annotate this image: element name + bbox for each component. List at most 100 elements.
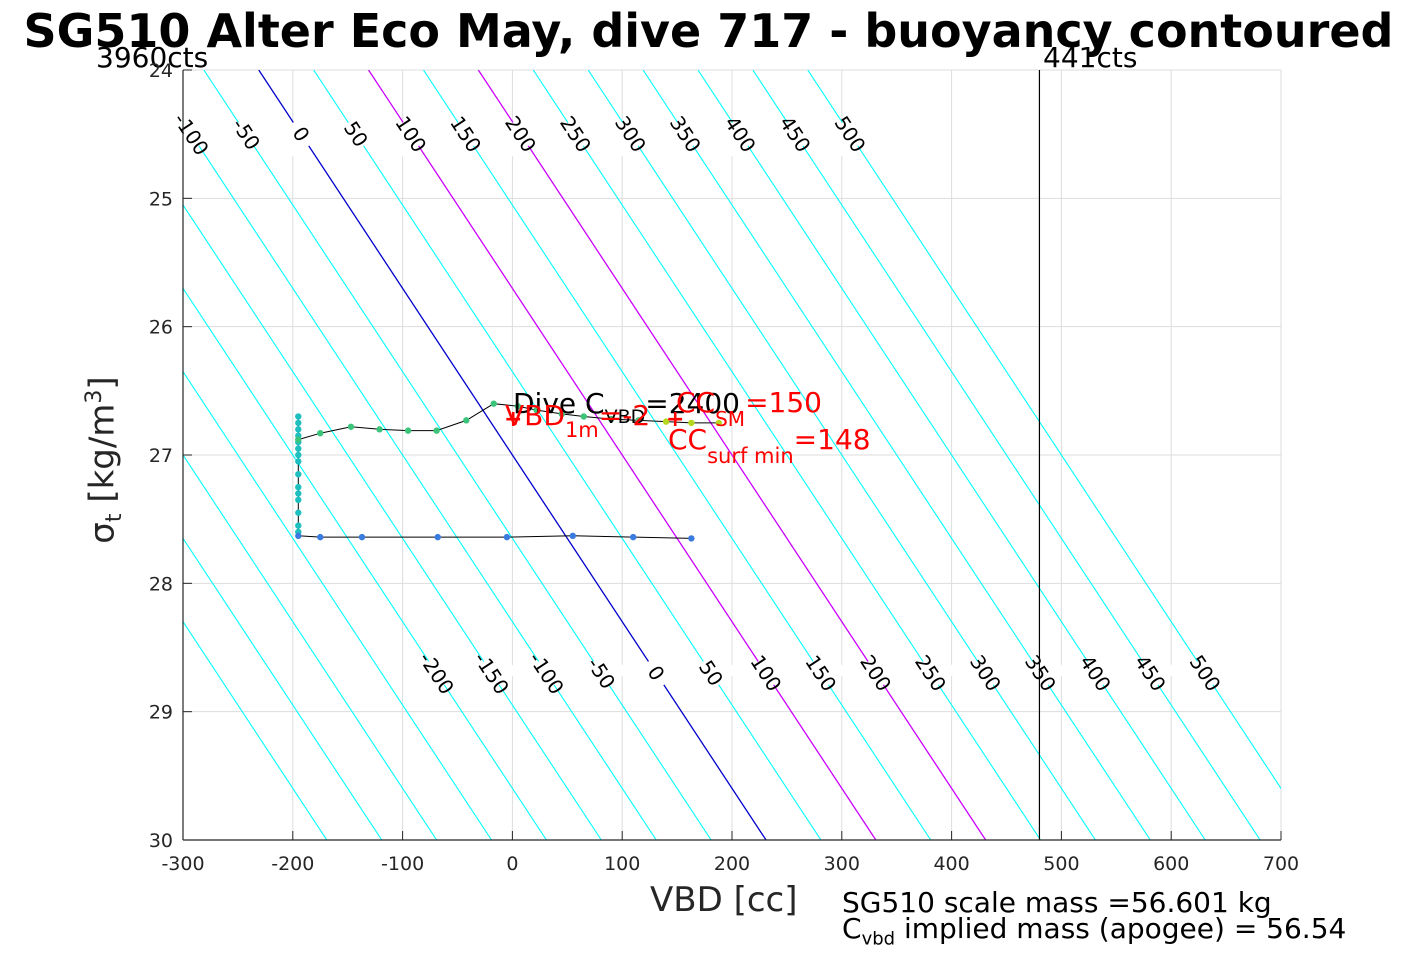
shallow-track-point	[514, 403, 522, 410]
deep-track-point	[295, 532, 302, 540]
contour-line-200	[477, 70, 987, 840]
contour-label-top-50-bg	[329, 110, 383, 158]
contour-label-top-100-bg	[384, 110, 437, 158]
deep-track-point	[317, 533, 324, 541]
contour-label-bottom--150-bg	[465, 649, 518, 697]
upper-track-point	[295, 490, 302, 497]
contour-label-top-400-bg	[714, 110, 767, 158]
x-tick-label: 500	[1043, 853, 1079, 875]
contour-line--100	[183, 120, 657, 840]
vbd-1m-marker: +	[504, 407, 522, 432]
deep-track-point	[629, 533, 637, 541]
contour-line-250	[532, 70, 1041, 840]
upper-track-point	[295, 451, 302, 459]
deep-track-point	[503, 533, 511, 541]
y-tick-label: 27	[149, 445, 173, 467]
upper-track-point	[295, 458, 302, 465]
axes-layer: -300 -200 -100 0 100 200 300 400 500 600 700 24 25 26…	[149, 60, 1299, 875]
contour-label-top-350-bg	[659, 110, 712, 158]
shallow-track-point	[490, 400, 497, 407]
scale-mass-footer: SG510 scale mass =56.601 kg	[842, 886, 1272, 919]
shallow-track-point	[347, 423, 355, 430]
shallow-track-point	[688, 419, 695, 427]
upper-track-point	[295, 483, 302, 491]
shallow-track-point	[404, 427, 412, 434]
shallow-track-point	[463, 417, 470, 424]
y-tick-label: 24	[149, 60, 173, 82]
shallow-track-point	[608, 415, 615, 423]
shallow-track-point	[295, 436, 302, 443]
contour-label-bottom--100-bg	[520, 649, 573, 697]
x-tick-label: -300	[161, 853, 204, 875]
top-right-count-annotation: 441cts	[1043, 41, 1138, 74]
contour-label-bottom-250-bg	[904, 649, 957, 697]
contour-line-400	[697, 70, 1206, 840]
upper-track-point	[295, 413, 302, 420]
shallow-track-point	[558, 410, 566, 418]
contour-label-bottom-100-bg	[739, 649, 793, 697]
contour-line--150	[183, 204, 602, 840]
cc-sm-annotation: CCSM=150	[676, 386, 822, 431]
cc-surf-min-annotation: CCsurf min=148	[668, 423, 871, 468]
contour-label-bottom-400-bg	[1069, 649, 1122, 697]
contour-line--200	[183, 287, 547, 840]
contour-label-top-150-bg	[439, 110, 492, 158]
x-tick-label: 700	[1263, 853, 1299, 875]
contour-line--300	[183, 454, 438, 840]
y-axis-label: σt [kg/m3]	[81, 376, 128, 544]
implied-mass-footer: Cvbd implied mass (apogee) = 56.54	[842, 912, 1347, 950]
contour-label-top-200-bg	[494, 110, 547, 158]
contour-line--250	[183, 370, 492, 840]
contour-label-bottom-200-bg	[849, 649, 902, 697]
x-tick-label: 200	[714, 853, 750, 875]
contour-label-bottom-50-bg	[684, 649, 738, 697]
contour-line-450	[752, 70, 1261, 840]
contour-label-bottom--50-bg	[575, 649, 628, 697]
x-tick-label: 600	[1153, 853, 1189, 875]
top-left-count-annotation: 3960cts	[96, 41, 209, 74]
contour-label-bottom-150-bg	[794, 649, 847, 697]
vbd-1m-annotation: VBD1m=-2	[505, 399, 650, 442]
contour-label-top-300-bg	[604, 110, 657, 158]
contour-label-bottom-350-bg	[1014, 649, 1067, 697]
annotation-layer: Dive CVBD=2400 VBD1m=-2 CCSM=150 CCsurf …	[504, 386, 871, 468]
contour-label-top--50-bg	[220, 110, 273, 158]
upper-track-point	[295, 419, 302, 427]
upper-track-point	[295, 496, 302, 504]
shallow-track-point	[433, 427, 440, 434]
deep-track-point	[688, 535, 695, 542]
upper-track-point	[295, 445, 302, 452]
shallow-track-point	[533, 406, 540, 414]
contour-label-top-0-bg	[274, 110, 328, 158]
shallow-track-point	[715, 419, 723, 427]
contour-line-50	[313, 70, 822, 840]
contour-label-top-250-bg	[549, 110, 602, 158]
deep-track-point	[569, 532, 576, 540]
contour-label-bottom-500-bg	[1179, 649, 1232, 697]
contour-label-top-500-bg	[823, 110, 877, 158]
upper-track-point	[295, 471, 302, 478]
contour-label-layer: -200 -150-100-100-50-50005050100100150150…	[165, 109, 1232, 699]
x-tick-label: 100	[604, 853, 640, 875]
contour-line-350	[642, 70, 1151, 840]
y-tick-label: 26	[149, 317, 173, 339]
contour-line-150	[423, 70, 932, 840]
x-tick-label: 0	[506, 853, 518, 875]
shallow-track-point	[635, 417, 642, 424]
contour-label-bottom--200-bg	[410, 649, 463, 697]
contour-line--50	[203, 70, 712, 840]
deep-track-point	[434, 533, 441, 541]
shallow-track-point	[580, 413, 587, 420]
upper-track-point	[295, 426, 302, 433]
dive-c-vbd-annotation: Dive CVBD=2400	[513, 387, 740, 428]
contour-label-bottom-0-bg	[630, 649, 683, 697]
upper-track-point	[295, 522, 302, 529]
y-tick-label: 29	[149, 702, 173, 724]
deep-track-point	[358, 533, 366, 541]
contour-label-bottom-300-bg	[959, 649, 1012, 697]
track-layer	[295, 400, 723, 542]
shallow-track-point	[662, 418, 670, 425]
shallow-track-point	[376, 426, 383, 433]
y-tick-label: 28	[149, 573, 173, 595]
